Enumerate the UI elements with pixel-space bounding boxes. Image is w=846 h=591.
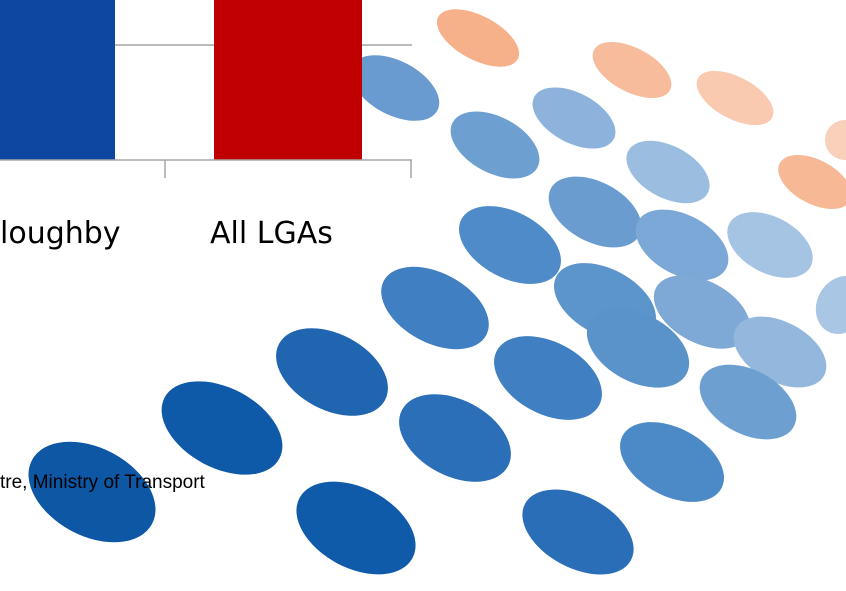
decorative-dot [522, 489, 634, 575]
source-note: tre, Ministry of Transport [0, 472, 205, 493]
decorative-dot [161, 381, 283, 475]
decorative-dot [399, 394, 511, 482]
decorative-dot [733, 316, 827, 388]
decorative-dot [532, 87, 616, 149]
decorative-dot [696, 70, 774, 126]
decorative-dot [494, 336, 602, 420]
bar [214, 0, 362, 160]
decorative-dot [381, 266, 489, 350]
decorative-dot [727, 212, 813, 278]
decorative-dot [592, 41, 672, 99]
decorative-dot [699, 364, 797, 440]
decorative-dot [815, 276, 846, 334]
decorative-dot [778, 154, 846, 210]
decorative-dot [459, 206, 561, 284]
category-label: All LGAs [210, 216, 333, 251]
decorative-dots [28, 9, 846, 575]
decorative-dot [635, 209, 729, 281]
decorative-dot [825, 120, 846, 160]
decorative-dot [28, 441, 156, 543]
decorative-dot [276, 328, 388, 416]
category-label: loughby [0, 216, 121, 251]
decorative-dot [620, 422, 724, 502]
decorative-dot [653, 275, 751, 349]
bar [0, 0, 115, 160]
decorative-dot [350, 55, 440, 121]
decorative-dot [626, 140, 710, 204]
chart-fragment [0, 0, 412, 178]
decorative-dot [436, 9, 520, 67]
decorative-dot [548, 176, 642, 248]
decorative-dot [586, 308, 690, 388]
decorative-dot [296, 481, 416, 575]
decorative-dot [450, 111, 540, 179]
